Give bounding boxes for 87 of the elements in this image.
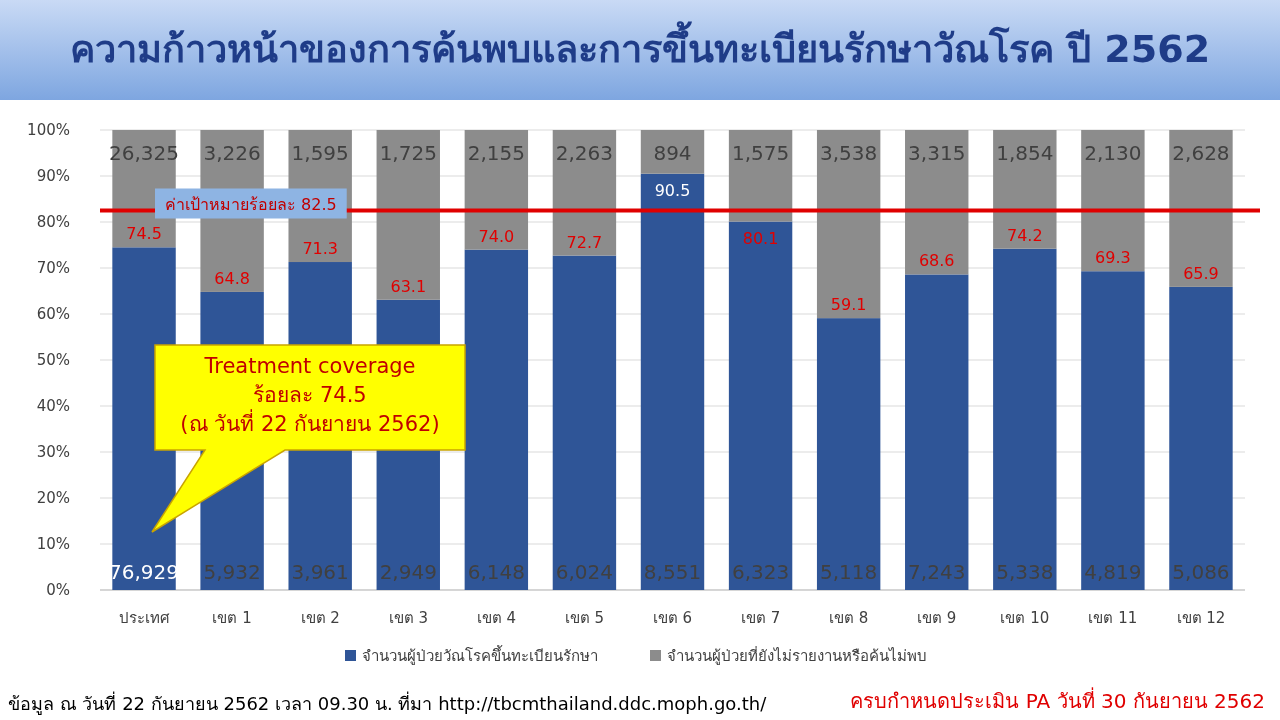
legend-label: จำนวนผู้ป่วยวัณโรคขึ้นทะเบียนรักษา <box>362 645 598 665</box>
y-tick-label: 40% <box>36 397 70 415</box>
data-label: 69.3 <box>1095 248 1131 268</box>
x-tick-label: เขต 10 <box>1000 609 1050 627</box>
bar <box>640 173 705 590</box>
annotation: 1,575 <box>731 141 790 165</box>
text: ข้อมูล ณ วันที่ 22 กันยายน 2562 เวลา 09.30 น. ที่มา http://tbcmthailand.ddc.moph.go.th/ <box>8 691 768 715</box>
annotation: 7,243 <box>908 560 966 584</box>
data-label: 72.7 <box>566 232 603 252</box>
bar <box>905 130 969 275</box>
x-tick-label: เขต 1 <box>212 609 252 627</box>
y-tick-label: 30% <box>36 443 70 461</box>
data-label: 74.5 <box>126 224 162 244</box>
annotation: 1,725 <box>379 141 437 165</box>
x-tick-label: เขต 4 <box>476 609 516 627</box>
bar <box>552 130 617 256</box>
annotation: 6,323 <box>731 560 790 584</box>
bar <box>1169 130 1233 287</box>
annotation: 3,226 <box>203 141 261 165</box>
annotation: 8,551 <box>643 560 702 584</box>
bar <box>1169 286 1233 590</box>
x-tick-label: ประเทศ <box>118 609 170 627</box>
y-tick-label: 20% <box>36 489 70 507</box>
annotation: 5,118 <box>820 560 878 584</box>
bar <box>816 130 881 319</box>
annotation: 3,538 <box>820 141 878 165</box>
data-label: 68.6 <box>918 251 955 271</box>
chart-title: ความก้าวหน้าของการค้นพบและการขึ้นทะเบียนรักษาวัณโรค ปี 2562 <box>69 21 1211 71</box>
annotation: 2,628 <box>1172 141 1230 165</box>
annotation: 3,315 <box>908 141 966 165</box>
annotation: 6,024 <box>555 560 614 584</box>
bar <box>905 274 969 590</box>
annotation: 4,819 <box>1084 560 1142 584</box>
data-label: 74.0 <box>478 226 515 246</box>
data-label: 63.1 <box>390 276 427 296</box>
annotation: 2,155 <box>467 141 525 165</box>
x-tick-label: เขต 12 <box>1176 609 1226 627</box>
y-tick-label: 0% <box>46 581 70 599</box>
annotation: 2,949 <box>379 560 437 584</box>
annotation: 1,854 <box>996 141 1054 165</box>
data-label: 74.2 <box>1007 225 1043 245</box>
bar <box>1081 271 1145 590</box>
bar <box>816 318 881 590</box>
legend-label: จำนวนผู้ป่วยที่ยังไม่รายงานหรือค้นไม่พบ <box>667 645 927 665</box>
data-label: 59.1 <box>830 295 867 315</box>
x-tick-label: เขต 6 <box>652 609 693 627</box>
y-tick-label: 100% <box>27 121 70 139</box>
annotation: 5,338 <box>996 560 1054 584</box>
y-tick-label: 80% <box>36 213 70 231</box>
y-tick-label: 10% <box>36 535 70 553</box>
ref-line-label: ค่าเป้าหมายร้อยละ 82.5 <box>165 194 337 214</box>
bar <box>993 130 1057 249</box>
text: ครบกำหนดประเมิน PA วันที่ 30 กันยายน 2562 <box>850 687 1265 713</box>
y-tick-label: 70% <box>36 259 70 277</box>
bar <box>1081 130 1145 272</box>
x-tick-label: เขต 8 <box>829 609 869 627</box>
annotation: Treatment coverage ร้อยละ 74.5 (ณ วันที่ 22 กันยายน 2562) <box>180 354 440 436</box>
y-tick-label: 90% <box>36 167 70 185</box>
x-tick-label: เขต 9 <box>917 609 957 627</box>
x-tick-label: เขต 11 <box>1088 609 1138 627</box>
x-tick-label: เขต 5 <box>564 609 605 627</box>
y-tick-label: 50% <box>36 351 70 369</box>
annotation: 894 <box>653 141 692 165</box>
bar <box>993 248 1057 590</box>
bar <box>464 249 529 590</box>
y-tick-label: 60% <box>36 305 70 323</box>
bar <box>640 130 705 174</box>
x-tick-label: เขต 3 <box>388 609 428 627</box>
annotation: 5,086 <box>1172 560 1230 584</box>
x-tick-label: เขต 7 <box>740 609 781 627</box>
annotation: 2,130 <box>1084 141 1142 165</box>
annotation: 6,148 <box>467 560 525 584</box>
data-label: 71.3 <box>302 239 338 259</box>
annotation: 1,595 <box>291 141 349 165</box>
annotation: 76,929 <box>109 560 180 584</box>
data-label: 64.8 <box>214 268 250 288</box>
annotation: 3,961 <box>291 560 349 584</box>
annotation: 5,932 <box>203 560 261 584</box>
bar <box>376 130 440 300</box>
bar <box>728 221 793 590</box>
bar <box>728 130 793 222</box>
data-label: 90.5 <box>654 180 691 200</box>
x-tick-label: เขต 2 <box>300 609 340 627</box>
data-label: 80.1 <box>742 228 779 248</box>
bar <box>552 255 617 590</box>
data-label: 65.9 <box>1183 263 1219 283</box>
annotation: 2,263 <box>555 141 614 165</box>
